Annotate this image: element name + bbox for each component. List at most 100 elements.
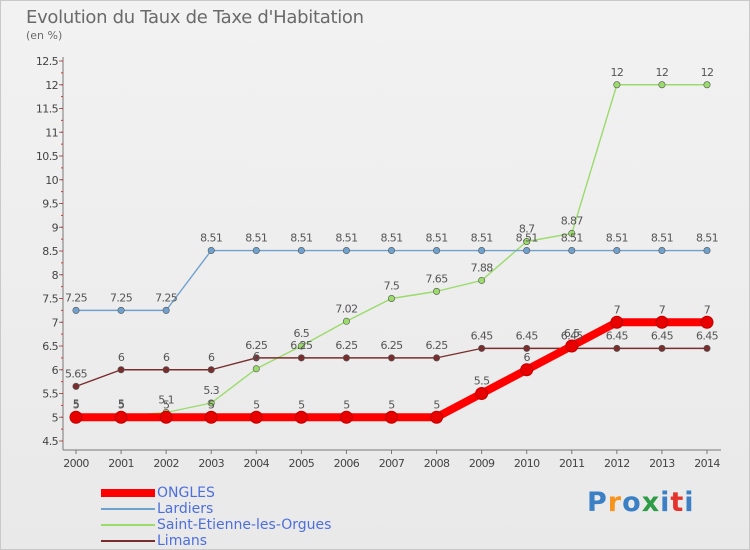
data-point — [252, 365, 260, 373]
y-tick-label: 8.5 — [42, 245, 58, 258]
data-label: 6.45 — [561, 329, 584, 342]
data-label: 5 — [118, 397, 125, 410]
data-label: 12 — [656, 66, 669, 79]
data-point — [433, 247, 441, 255]
data-label: 5 — [73, 397, 80, 410]
data-label: 8.51 — [471, 232, 493, 245]
data-point — [162, 306, 170, 314]
logo-letter: P — [587, 487, 608, 518]
data-point — [252, 354, 260, 362]
data-point — [700, 315, 714, 329]
x-tick-label: 2004 — [243, 457, 269, 470]
data-label: 5 — [298, 398, 305, 411]
data-point — [523, 247, 531, 255]
legend-item: ONGLES — [101, 485, 331, 501]
data-point — [297, 354, 305, 362]
data-point — [114, 410, 128, 424]
data-label: 6.45 — [471, 329, 494, 342]
y-tick-label: 10 — [45, 174, 58, 187]
data-label: 7 — [614, 303, 621, 316]
x-tick-label: 2005 — [289, 457, 315, 470]
data-label: 5 — [208, 398, 215, 411]
data-label: 6 — [118, 351, 125, 364]
legend-label: ONGLES — [157, 484, 215, 501]
data-label: 5.5 — [474, 375, 490, 388]
data-point — [385, 410, 398, 424]
data-label: 7.25 — [65, 291, 88, 304]
data-label: 6.45 — [606, 329, 629, 342]
data-label: 7.88 — [471, 261, 494, 274]
data-point — [610, 315, 624, 329]
data-label: 5 — [253, 398, 260, 411]
data-label: 6.45 — [516, 329, 539, 342]
data-point — [520, 363, 534, 377]
data-label: 5 — [388, 398, 395, 411]
data-point — [433, 354, 441, 362]
legend-label: Lardiers — [157, 500, 214, 517]
x-tick-label: 2002 — [153, 457, 179, 470]
data-point — [475, 387, 489, 400]
data-point — [342, 354, 350, 362]
data-point — [297, 247, 305, 255]
data-point — [655, 315, 669, 329]
data-point — [342, 247, 350, 255]
logo-letter: t — [670, 487, 685, 518]
data-label: 5.3 — [203, 384, 219, 397]
logo-letter: x — [641, 487, 661, 518]
data-point — [703, 344, 711, 352]
data-label: 6.45 — [651, 329, 674, 342]
data-label: 6.25 — [426, 339, 449, 352]
data-point — [565, 339, 579, 353]
data-point — [207, 399, 215, 407]
y-tick-label: 5 — [52, 411, 59, 424]
data-point — [249, 410, 263, 424]
data-point — [478, 344, 486, 352]
y-tick-label: 5.5 — [42, 388, 58, 401]
y-tick-label: 7 — [52, 316, 59, 329]
data-point — [658, 247, 666, 255]
data-label: 6.25 — [380, 339, 403, 352]
x-tick-label: 2006 — [334, 457, 360, 470]
data-point — [433, 287, 441, 295]
data-point — [207, 366, 215, 374]
data-label: 8.51 — [606, 232, 628, 245]
data-label: 5 — [163, 398, 170, 411]
chart-subtitle: (en %) — [26, 29, 63, 42]
data-point — [568, 247, 576, 255]
data-point — [159, 410, 173, 424]
data-point — [430, 410, 444, 424]
legend: ONGLES Lardiers Saint-Etienne-les-Orgues Li… — [101, 485, 331, 549]
data-label: 8.51 — [426, 232, 448, 245]
data-label: 6.25 — [245, 339, 268, 352]
data-point — [523, 238, 531, 246]
data-point — [339, 410, 353, 424]
data-label: 12 — [701, 66, 714, 79]
data-point — [342, 317, 350, 325]
x-tick-label: 2008 — [424, 457, 450, 470]
legend-item: Limans — [101, 533, 331, 549]
data-label: 7 — [659, 303, 666, 316]
logo-letter: i — [660, 487, 671, 518]
data-label: 6 — [253, 350, 260, 363]
data-label: 6 — [163, 351, 170, 364]
y-tick-label: 11 — [45, 126, 58, 139]
legend-item: Lardiers — [101, 501, 331, 517]
data-point — [568, 229, 576, 237]
data-point — [478, 247, 486, 255]
data-label: 8.7 — [519, 223, 535, 236]
data-label: 5 — [343, 398, 350, 411]
data-label: 7.02 — [335, 302, 357, 315]
data-point — [658, 344, 666, 352]
data-point — [204, 410, 218, 424]
x-tick-label: 2014 — [694, 457, 720, 470]
x-tick-label: 2000 — [63, 457, 89, 470]
data-label: 8.51 — [200, 232, 222, 245]
legend-swatch — [101, 489, 155, 497]
x-tick-label: 2009 — [469, 457, 495, 470]
data-label: 5 — [118, 398, 125, 411]
data-label: 8.51 — [245, 232, 267, 245]
data-label: 7 — [704, 303, 711, 316]
data-point — [387, 354, 395, 362]
y-tick-label: 7.5 — [42, 293, 58, 306]
